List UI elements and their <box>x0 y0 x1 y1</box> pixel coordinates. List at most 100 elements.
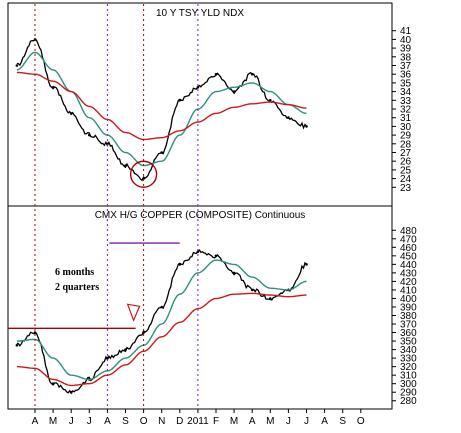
top-y-tick-label: 29 <box>400 131 412 142</box>
top-y-tick-label: 27 <box>400 148 412 159</box>
x-tick-label: O <box>140 416 148 427</box>
x-tick-label: J <box>304 416 309 427</box>
top-price-point <box>124 164 127 167</box>
annotation-line-2: 2 quarters <box>55 282 99 293</box>
x-tick-label: A <box>32 416 39 427</box>
bottom-y-tick-label: 290 <box>400 388 417 399</box>
x-tick-label: J <box>69 416 74 427</box>
bottom-y-tick-label: 410 <box>400 285 417 296</box>
top-y-tick-label: 33 <box>400 96 412 107</box>
bottom-price-point <box>160 305 163 309</box>
x-tick-label: S <box>122 416 129 427</box>
top-y-tick-label: 41 <box>400 26 412 37</box>
bottom-y-tick-label: 430 <box>400 268 417 279</box>
top-y-tick-label: 35 <box>400 78 412 89</box>
top-y-tick-label: 40 <box>400 35 412 46</box>
bottom-y-tick-label: 450 <box>400 251 417 262</box>
bottom-price-point <box>106 356 109 360</box>
bottom-price-point <box>250 288 254 292</box>
top-price-point <box>88 133 91 137</box>
top-price-point <box>142 177 145 180</box>
top-price-point <box>15 64 19 67</box>
top-short-ma-line <box>16 51 307 167</box>
bottom-panel: CMX H/G COPPER (COMPOSITE) Continuous 28… <box>7 205 417 410</box>
bottom-y-tick-label: 400 <box>400 294 417 305</box>
bottom-y-axis: 2802903003103203303403503603703803904004… <box>392 226 417 407</box>
top-y-tick-label: 34 <box>400 87 412 98</box>
bottom-price-point <box>196 250 200 253</box>
top-y-tick-label: 24 <box>400 174 412 185</box>
top-price-point <box>106 142 109 146</box>
top-panel: 10 Y TSY YLD NDX 23242526272829303132333… <box>7 2 412 207</box>
bottom-price-point <box>305 263 308 266</box>
x-tick-label: M <box>49 416 57 427</box>
top-y-tick-label: 25 <box>400 165 412 176</box>
top-price-point <box>51 86 55 89</box>
bottom-long-ma-line <box>16 292 307 387</box>
bottom-price-point <box>69 390 73 394</box>
bottom-panel-frame <box>7 205 393 410</box>
top-price-point <box>160 151 163 154</box>
bottom-y-tick-label: 350 <box>400 337 417 348</box>
annotation-line-1: 6 months <box>55 267 94 278</box>
top-price-point <box>305 125 308 128</box>
bottom-price-point <box>214 254 218 258</box>
bottom-price-point <box>142 331 145 334</box>
top-price-point <box>269 99 272 102</box>
x-tick-label: A <box>249 416 256 427</box>
top-y-tick-label: 36 <box>400 70 412 81</box>
bottom-y-tick-label: 480 <box>400 226 417 237</box>
top-long-ma-line <box>16 71 307 141</box>
bottom-series-layer <box>15 249 308 395</box>
bottom-y-tick-label: 390 <box>400 302 417 313</box>
top-y-tick-label: 26 <box>400 157 412 168</box>
x-tick-label: N <box>158 416 165 427</box>
bottom-y-tick-label: 320 <box>400 362 417 373</box>
top-low-circle <box>129 160 158 188</box>
bottom-pointer-arrow <box>126 303 141 322</box>
x-tick-label: S <box>339 416 346 427</box>
x-tick-label: O <box>357 416 365 427</box>
top-price-point <box>214 72 218 76</box>
x-tick-label: J <box>286 416 291 427</box>
x-tick-label: M <box>230 416 238 427</box>
top-annotation-layer <box>129 160 158 188</box>
bottom-y-tick-label: 460 <box>400 243 417 254</box>
bottom-y-tick-label: 340 <box>400 345 417 356</box>
top-y-tick-label: 38 <box>400 52 412 63</box>
top-y-tick-label: 32 <box>400 105 412 116</box>
bottom-price-point <box>232 271 236 275</box>
top-price-point <box>287 116 290 119</box>
top-series-layer <box>15 38 308 182</box>
bottom-y-tick-label: 360 <box>400 328 417 339</box>
bottom-y-tick-label: 310 <box>400 371 417 382</box>
top-y-tick-label: 28 <box>400 139 412 150</box>
top-price-point <box>196 86 200 89</box>
top-y-tick-label: 39 <box>400 44 412 55</box>
x-tick-label: A <box>104 416 111 427</box>
bottom-y-tick-label: 370 <box>400 320 417 331</box>
bottom-price-point <box>269 297 272 300</box>
bottom-annotation-layer <box>8 242 180 329</box>
dashed-marker-layer <box>34 4 199 408</box>
bottom-chart-title: CMX H/G COPPER (COMPOSITE) Continuous <box>95 210 306 221</box>
bottom-y-tick-label: 380 <box>400 311 417 322</box>
top-price-point <box>69 112 73 115</box>
bottom-price-point <box>124 348 127 351</box>
top-price-point <box>232 90 236 93</box>
top-chart-title: 10 Y TSY YLD NDX <box>156 8 244 19</box>
bottom-y-tick-label: 440 <box>400 260 417 271</box>
bottom-short-ma-line <box>16 259 307 381</box>
top-y-tick-label: 37 <box>400 61 412 72</box>
x-tick-label: D <box>176 416 183 427</box>
bottom-price-point <box>51 382 55 386</box>
bottom-y-tick-label: 300 <box>400 379 417 390</box>
x-tick-label: M <box>266 416 274 427</box>
bottom-price-point <box>15 344 19 347</box>
bottom-y-tick-label: 330 <box>400 354 417 365</box>
x-tick-label: 2011 <box>187 416 209 427</box>
x-tick-label: F <box>213 416 219 427</box>
